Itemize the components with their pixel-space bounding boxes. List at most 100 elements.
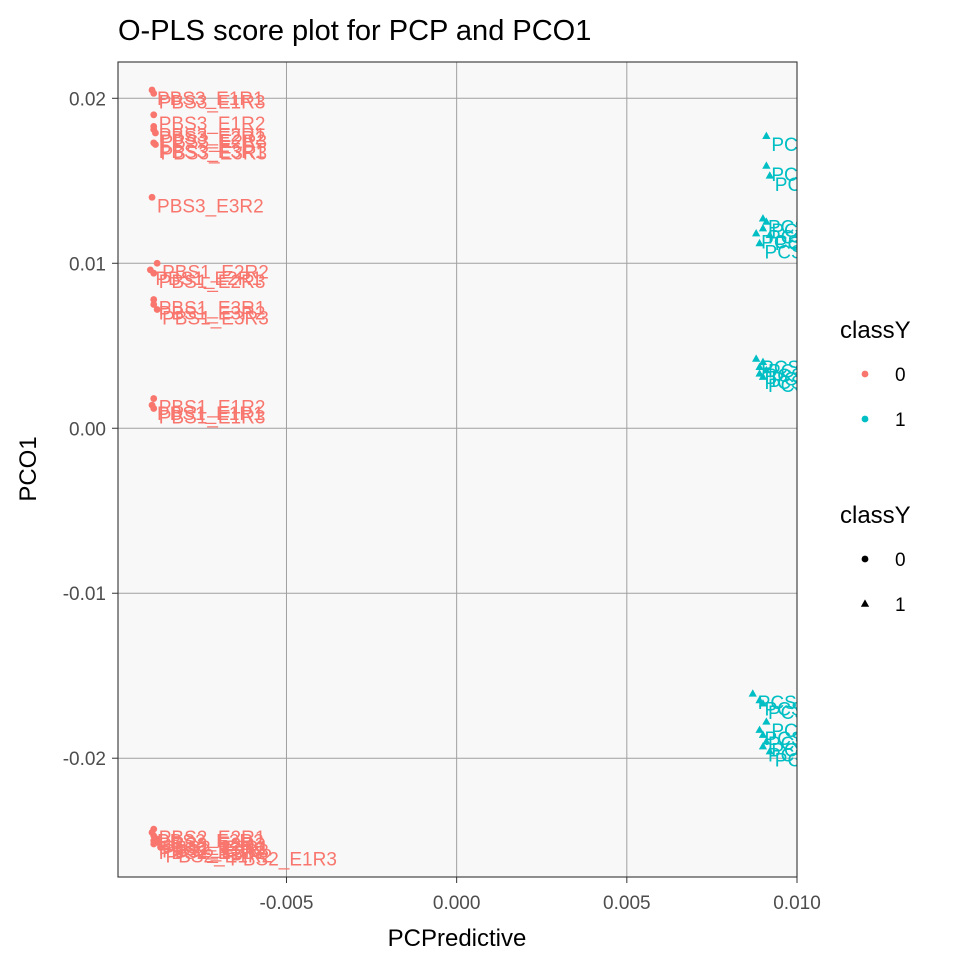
data-point-class-1: [755, 238, 764, 247]
data-label: PCS: [768, 376, 807, 397]
data-label: PBS3_E2R2: [159, 129, 266, 150]
y-axis-ticks: -0.02 -0.01 0.00 0.01 0.02: [63, 89, 118, 770]
data-point-class-1: [758, 224, 768, 232]
data-point-class-1: [755, 369, 764, 377]
data-label: PCS: [761, 233, 800, 254]
data-label: PBS1_E3R2: [159, 304, 266, 325]
y-tick-label: -0.02: [63, 749, 106, 770]
data-point-class-1: [762, 161, 771, 169]
data-point-class-1: [755, 695, 764, 704]
data-point-class-0: [150, 301, 158, 308]
data-point-class-0: [150, 405, 158, 412]
legend-key-circle: [861, 555, 869, 563]
data-label: PBS3_E1R1: [157, 89, 264, 110]
data-point-class-0: [150, 395, 158, 402]
data-point-class-0: [221, 847, 229, 855]
data-label: PBS1_E3R1: [159, 299, 266, 320]
data-label: PBS2_E3R2: [159, 840, 266, 861]
data-point-class-1: [758, 372, 768, 380]
legend-title: classY: [840, 502, 911, 529]
y-tick-label: 0.01: [69, 254, 106, 275]
data-point-class-1: [762, 131, 771, 140]
data-label: PCS: [771, 370, 810, 391]
data-point-class-1: [755, 362, 764, 370]
data-point-class-0: [150, 269, 158, 277]
data-label: PCS: [765, 366, 804, 387]
data-label: PCS: [771, 721, 810, 742]
data-point-class-0: [153, 259, 161, 267]
data-label: PCS: [775, 234, 814, 255]
x-tick-label: 0.010: [773, 893, 821, 914]
data-point-class-0: [153, 306, 161, 313]
x-tick-label: 0.005: [603, 893, 651, 914]
data-label: PBS1_E1R2: [159, 398, 266, 419]
data-label: PBS1_E1R3: [159, 407, 266, 428]
data-label: PCS: [768, 734, 807, 755]
chart-title: O-PLS score plot for PCP and PCO1: [118, 15, 591, 47]
data-label: PBS2_E2R2: [157, 831, 264, 852]
data-label: PBS3_E2R3: [160, 132, 267, 153]
data-point-class-1: [758, 357, 768, 366]
point-labels: PBS3_E1R1PBS3_E1R3PBS3_E1R2PBS3_E2R1PBS3…: [155, 89, 814, 871]
data-points: [146, 86, 774, 855]
data-point-class-1: [752, 228, 761, 237]
data-label: PBS3_E3R2: [157, 196, 264, 217]
data-label: PCS: [771, 135, 810, 156]
data-point-class-1: [765, 230, 774, 238]
x-tick-label: -0.005: [260, 893, 314, 914]
data-label: PBS2_E3R1: [162, 838, 269, 859]
data-label: PBS1_E2R2: [162, 262, 269, 283]
data-label: PCS: [771, 165, 810, 186]
data-point-class-0: [152, 141, 159, 148]
y-axis-label: PCO1: [15, 436, 42, 501]
legend-label: 1: [895, 595, 906, 616]
data-point-class-1: [762, 365, 771, 374]
x-axis-ticks: -0.005 0.000 0.005 0.010: [260, 877, 821, 914]
data-label: PCS: [775, 751, 814, 772]
data-label: PCS: [771, 741, 810, 762]
data-label: PCS: [765, 373, 804, 394]
y-tick-label: -0.01: [63, 584, 106, 605]
data-point-class-0: [150, 111, 158, 119]
data-label: PBS2_E1R3: [230, 850, 337, 871]
legend-key-triangle: [860, 599, 870, 607]
data-point-class-1: [748, 689, 757, 697]
data-label: PBS1_E3R3: [162, 308, 269, 329]
data-point-class-1: [765, 747, 774, 755]
data-label: PCS: [775, 175, 814, 196]
x-axis-label: PCPredictive: [388, 925, 527, 952]
y-tick-label: 0.00: [69, 419, 106, 440]
data-label: PBS3_E3R3: [160, 143, 267, 164]
data-point-class-1: [765, 171, 774, 179]
data-label: PBS3_E2R1: [159, 125, 266, 146]
data-label: PBS3_E1R3: [159, 92, 266, 113]
data-label: PBS2_E1R2: [166, 846, 273, 867]
data-label: PBS2_E2R1: [159, 828, 266, 849]
legend-key-1: [861, 415, 869, 423]
legend: classY 0 1 classY 0 1: [840, 317, 911, 616]
data-label: PCS: [771, 221, 810, 242]
data-point-class-1: [752, 354, 761, 362]
data-point-class-1: [758, 730, 768, 738]
data-label: PBS3_E3R1: [159, 142, 266, 163]
data-point-class-0: [148, 193, 156, 201]
data-point-class-0: [152, 129, 159, 137]
data-point-class-1: [755, 725, 764, 733]
data-point-class-1: [762, 717, 771, 725]
data-label: PBS2_E3R3: [162, 841, 269, 862]
data-point-class-1: [762, 217, 771, 225]
plot-border: [117, 61, 798, 878]
data-label: PBS1_E1R1: [157, 404, 264, 425]
data-point-class-0: [150, 89, 158, 97]
data-label: PCS: [765, 242, 804, 263]
data-label: PBS1_E2R1: [155, 269, 262, 290]
data-point-class-1: [762, 737, 771, 745]
data-label: PCS: [768, 703, 807, 724]
data-point-class-0: [150, 840, 158, 848]
legend-label: 0: [895, 550, 906, 571]
data-point-class-0: [150, 296, 158, 303]
plot-panel: [118, 62, 797, 877]
data-label: PBS2_E1R1: [159, 843, 266, 864]
x-tick-label: 0.000: [433, 893, 481, 914]
